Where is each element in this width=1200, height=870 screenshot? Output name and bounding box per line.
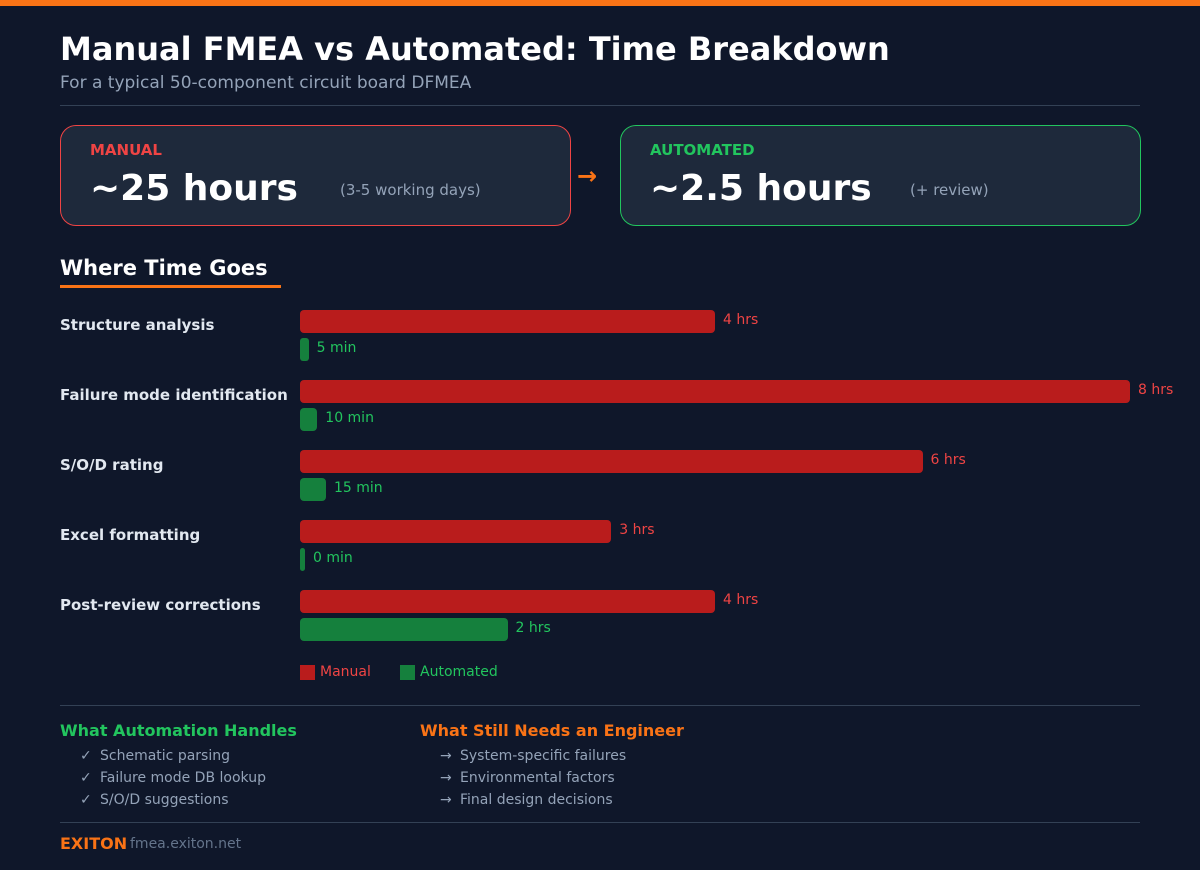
automated-value-label: 15 min	[333, 480, 383, 496]
manual-bar	[300, 590, 715, 613]
arrow-right-icon: →	[440, 792, 452, 808]
automated-bar	[300, 408, 318, 431]
footer-divider	[60, 822, 1140, 823]
list-item: ✓ Schematic parsing	[80, 748, 230, 764]
page-subtitle: For a typical 50-component circuit board…	[60, 73, 472, 93]
automated-value-label: 2 hrs	[515, 620, 551, 636]
arrow-right-icon: →	[577, 162, 598, 190]
automated-value-label: 0 min	[313, 550, 353, 566]
footer-url[interactable]: fmea.exiton.net	[130, 836, 242, 852]
list-item-text: Final design decisions	[460, 792, 613, 808]
automated-value-label: 10 min	[325, 410, 374, 426]
category-label: S/O/D rating	[60, 456, 164, 474]
category-label: Excel formatting	[60, 526, 201, 544]
manual-value-label: 4 hrs	[723, 592, 759, 608]
manual-bar	[300, 310, 715, 333]
automated-bar	[300, 338, 309, 361]
category-label: Post-review corrections	[60, 596, 261, 614]
legend-label-manual: Manual	[320, 664, 371, 680]
automated-bar	[300, 618, 508, 641]
manual-label: MANUAL	[90, 141, 162, 159]
category-label: Failure mode identification	[60, 386, 288, 404]
automated-note: (+ review)	[910, 181, 989, 199]
automation-handles-title: What Automation Handles	[60, 721, 297, 740]
category-label: Structure analysis	[60, 316, 215, 334]
manual-bar	[300, 520, 612, 543]
check-icon: ✓	[80, 792, 92, 808]
manual-bar	[300, 380, 1130, 403]
section-title: Where Time Goes	[60, 256, 268, 280]
list-item: ✓ S/O/D suggestions	[80, 792, 229, 808]
manual-bar	[300, 450, 923, 473]
list-item: ✓ Failure mode DB lookup	[80, 770, 266, 786]
automated-label: AUTOMATED	[650, 141, 755, 159]
manual-summary-card: MANUAL ~25 hours (3-5 working days)	[60, 125, 571, 226]
legend-label-automated: Automated	[420, 664, 498, 680]
manual-value-label: 8 hrs	[1138, 382, 1174, 398]
list-item: → Environmental factors	[440, 770, 615, 786]
automated-bar	[300, 478, 326, 501]
manual-note: (3-5 working days)	[340, 181, 481, 199]
legend-swatch-manual	[300, 665, 315, 680]
section-underline	[60, 285, 281, 288]
list-item: → System-specific failures	[440, 748, 626, 764]
check-icon: ✓	[80, 770, 92, 786]
arrow-right-icon: →	[440, 748, 452, 764]
manual-value-label: 4 hrs	[723, 312, 759, 328]
check-icon: ✓	[80, 748, 92, 764]
manual-value-label: 3 hrs	[619, 522, 655, 538]
list-item-text: System-specific failures	[460, 748, 627, 764]
list-item-text: Failure mode DB lookup	[100, 770, 266, 786]
top-accent-bar	[0, 0, 1200, 6]
arrow-right-icon: →	[440, 770, 452, 786]
engineer-needs-title: What Still Needs an Engineer	[420, 721, 684, 740]
divider	[60, 705, 1140, 706]
automated-bar	[300, 548, 305, 571]
automated-total: ~2.5 hours	[650, 168, 872, 209]
list-item-text: Schematic parsing	[100, 748, 230, 764]
manual-total: ~25 hours	[90, 168, 298, 209]
list-item-text: S/O/D suggestions	[100, 792, 229, 808]
automated-value-label: 5 min	[316, 340, 357, 356]
legend-swatch-automated	[400, 665, 415, 680]
list-item-text: Environmental factors	[460, 770, 615, 786]
manual-value-label: 6 hrs	[930, 452, 966, 468]
automated-summary-card: AUTOMATED ~2.5 hours (+ review)	[620, 125, 1141, 226]
divider	[60, 105, 1140, 106]
brand-logo: EXITON	[60, 834, 128, 853]
list-item: → Final design decisions	[440, 792, 613, 808]
page-title: Manual FMEA vs Automated: Time Breakdown	[60, 30, 890, 68]
